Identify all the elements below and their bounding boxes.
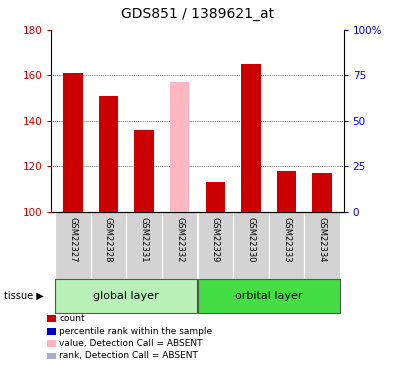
- Bar: [90, 212, 126, 279]
- Bar: [312, 173, 332, 212]
- Text: count: count: [59, 314, 85, 323]
- Bar: [205, 182, 225, 212]
- Text: percentile rank within the sample: percentile rank within the sample: [59, 327, 213, 336]
- Bar: [170, 82, 190, 212]
- Text: GSM22327: GSM22327: [68, 217, 77, 263]
- Text: GSM22328: GSM22328: [104, 217, 113, 263]
- Bar: [305, 212, 340, 279]
- Text: GDS851 / 1389621_at: GDS851 / 1389621_at: [121, 7, 274, 21]
- Text: global layer: global layer: [93, 291, 159, 301]
- Bar: [198, 212, 233, 279]
- Text: orbital layer: orbital layer: [235, 291, 303, 301]
- Text: tissue ▶: tissue ▶: [4, 291, 44, 301]
- Text: GSM22330: GSM22330: [246, 217, 256, 263]
- Bar: [233, 212, 269, 279]
- Bar: [241, 64, 261, 212]
- Text: rank, Detection Call = ABSENT: rank, Detection Call = ABSENT: [59, 351, 198, 360]
- Bar: [134, 130, 154, 212]
- Text: GSM22332: GSM22332: [175, 217, 184, 263]
- Bar: [55, 279, 198, 313]
- Bar: [277, 171, 296, 212]
- Bar: [99, 96, 118, 212]
- Bar: [198, 279, 340, 313]
- Bar: [126, 212, 162, 279]
- Text: GSM22331: GSM22331: [139, 217, 149, 263]
- Bar: [55, 212, 90, 279]
- Text: GSM22329: GSM22329: [211, 217, 220, 262]
- Text: value, Detection Call = ABSENT: value, Detection Call = ABSENT: [59, 339, 203, 348]
- Bar: [162, 212, 198, 279]
- Text: GSM22333: GSM22333: [282, 217, 291, 263]
- Text: GSM22334: GSM22334: [318, 217, 327, 263]
- Bar: [269, 212, 305, 279]
- Bar: [63, 73, 83, 212]
